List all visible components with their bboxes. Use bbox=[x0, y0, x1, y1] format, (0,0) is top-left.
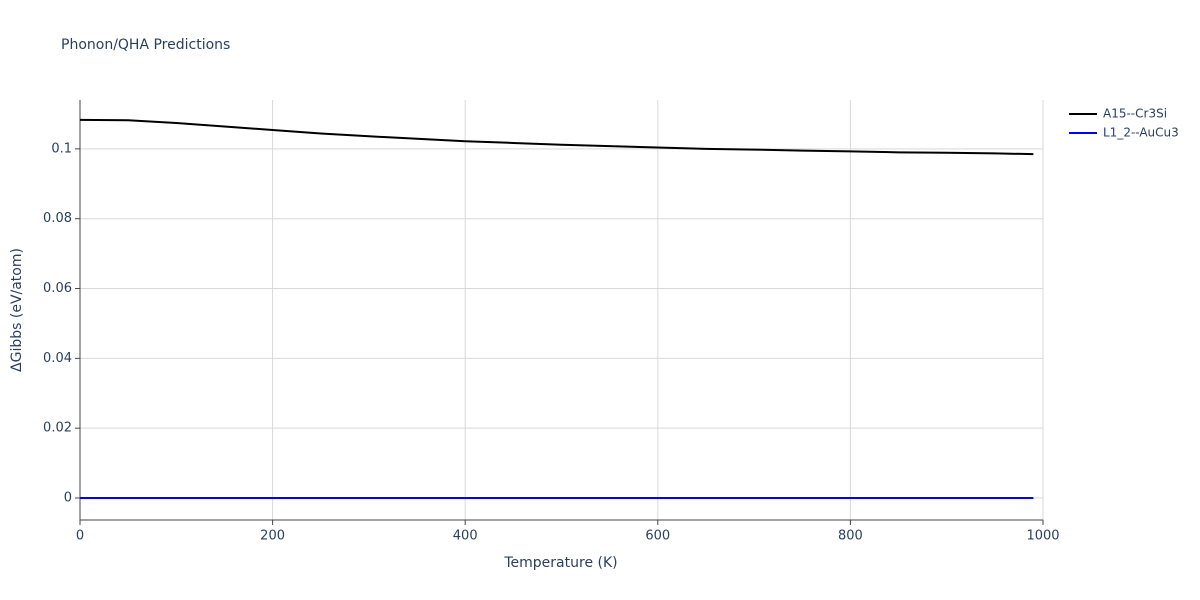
legend-label: A15--Cr3Si bbox=[1103, 107, 1167, 121]
x-tick-label: 200 bbox=[260, 529, 285, 544]
x-tick-label: 400 bbox=[453, 529, 478, 544]
x-tick-label: 0 bbox=[76, 529, 84, 544]
legend-label: L1_2--AuCu3 bbox=[1103, 126, 1179, 140]
y-tick-label: 0.1 bbox=[51, 141, 72, 156]
y-tick-label: 0.04 bbox=[43, 351, 72, 366]
y-tick-label: 0.08 bbox=[43, 211, 72, 226]
y-tick-label: 0.06 bbox=[43, 281, 72, 296]
x-tick-label: 1000 bbox=[1026, 529, 1059, 544]
x-axis-label: Temperature (K) bbox=[503, 555, 617, 571]
chart-title: Phonon/QHA Predictions bbox=[61, 37, 230, 53]
y-tick-label: 0 bbox=[64, 491, 72, 506]
x-tick-label: 800 bbox=[838, 529, 863, 544]
y-axis-label: ΔGibbs (eV/atom) bbox=[9, 248, 25, 372]
y-tick-label: 0.02 bbox=[43, 421, 72, 436]
series-line bbox=[79, 118, 1034, 156]
x-tick-label: 600 bbox=[645, 529, 670, 544]
